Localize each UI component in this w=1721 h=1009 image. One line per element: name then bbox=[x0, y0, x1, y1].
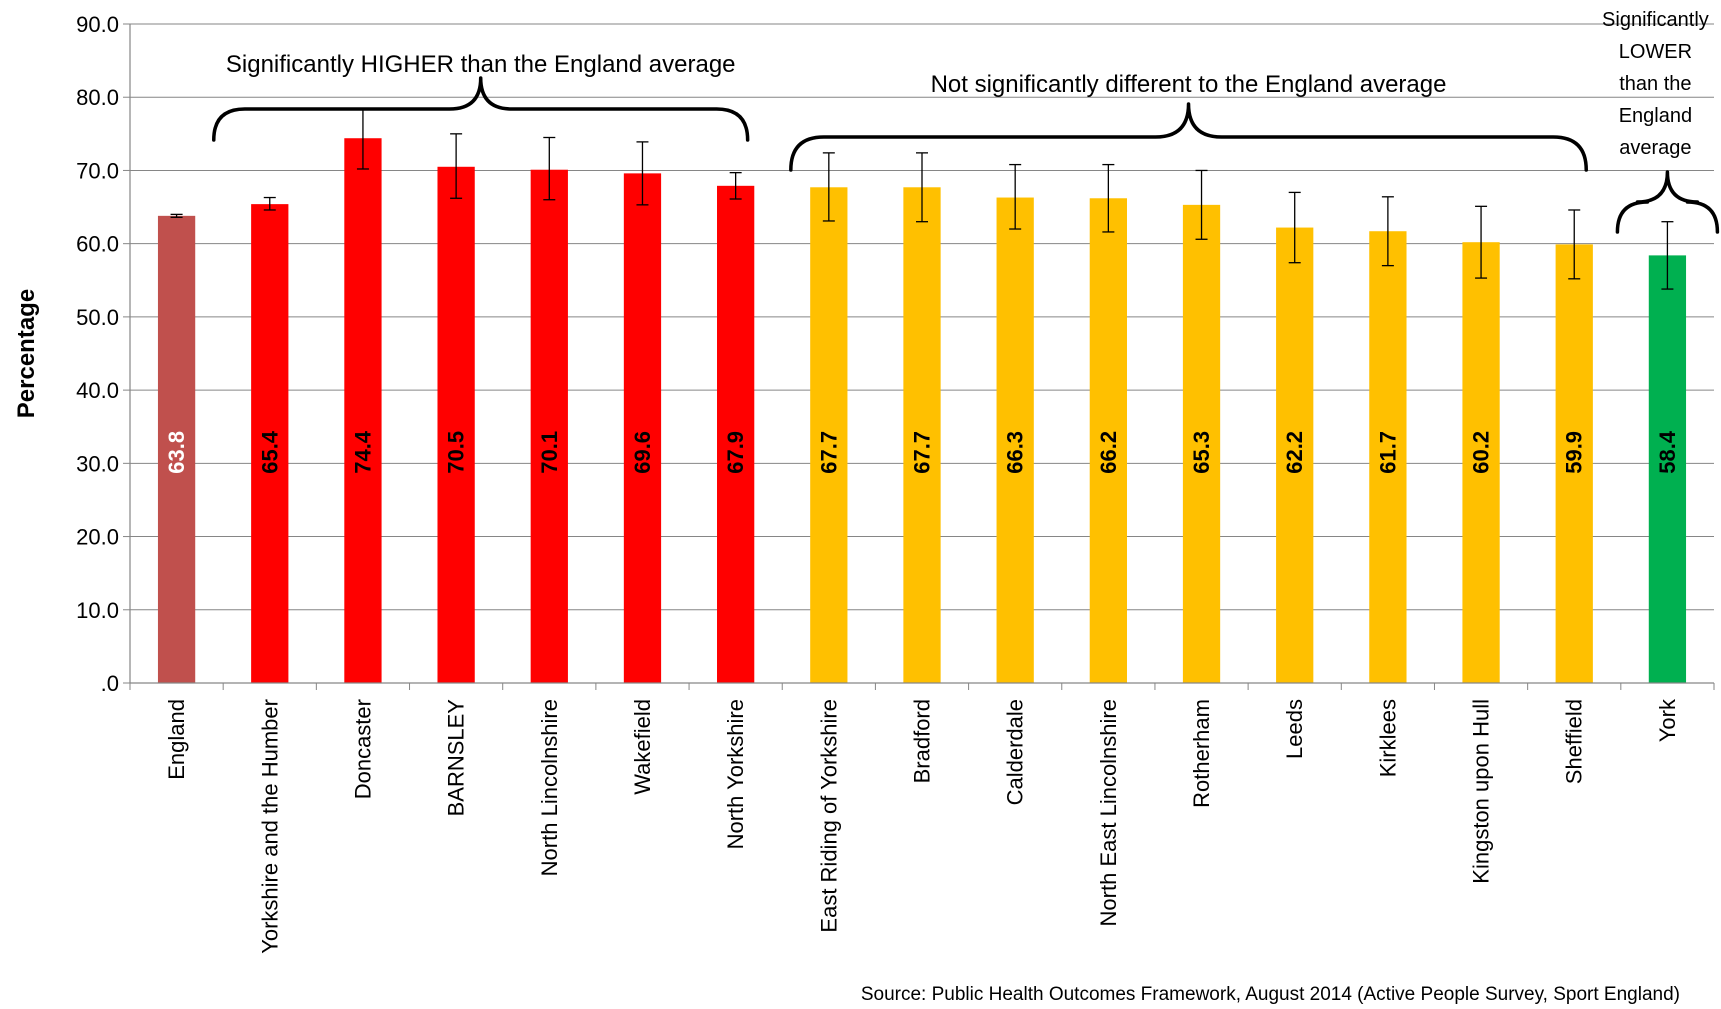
bar bbox=[996, 197, 1034, 683]
annotation-brace bbox=[1615, 170, 1720, 234]
category-label: Kingston upon Hull bbox=[1469, 699, 1494, 884]
category-label: East Riding of Yorkshire bbox=[816, 699, 841, 933]
bar bbox=[1462, 242, 1500, 684]
annotation-group: Not significantly different to the Engla… bbox=[789, 71, 1588, 172]
bar-value-label: 59.9 bbox=[1562, 431, 1587, 474]
bar-value-label: 69.6 bbox=[630, 431, 655, 474]
category-label: Wakefield bbox=[630, 699, 655, 795]
category-label: Sheffield bbox=[1562, 699, 1587, 784]
annotation-brace bbox=[212, 76, 750, 142]
y-tick-label: 40.0 bbox=[76, 378, 119, 403]
category-label: Doncaster bbox=[350, 699, 375, 799]
category-label: Calderdale bbox=[1003, 699, 1028, 805]
y-tick-label: 50.0 bbox=[76, 305, 119, 330]
category-label: Leeds bbox=[1282, 699, 1307, 759]
bar bbox=[810, 187, 848, 683]
annotation-text: average bbox=[1619, 137, 1691, 159]
bar-value-labels: 63.8 65.4 74.4 70.5 70.1 69.6 67.9 67.7 67.7 66.3… bbox=[164, 430, 1680, 474]
bar bbox=[1555, 244, 1593, 683]
bar-value-label: 58.4 bbox=[1655, 430, 1680, 474]
y-axis-label: Percentage bbox=[13, 289, 40, 418]
axes bbox=[129, 24, 1715, 690]
category-label: North Yorkshire bbox=[723, 699, 748, 849]
annotation-text: LOWER bbox=[1619, 41, 1692, 63]
bar bbox=[344, 138, 382, 683]
y-tick-label: .0 bbox=[101, 671, 119, 696]
annotation-text: Significantly HIGHER than the England av… bbox=[226, 51, 736, 78]
bar-value-label: 67.7 bbox=[910, 431, 935, 474]
group-annotations: Significantly HIGHER than the England av… bbox=[212, 9, 1720, 234]
annotation-text: Not significantly different to the Engla… bbox=[931, 71, 1447, 98]
bar bbox=[530, 169, 568, 683]
category-label: England bbox=[164, 699, 189, 780]
bar-value-label: 74.4 bbox=[350, 430, 375, 474]
bar bbox=[1276, 227, 1314, 683]
bar-value-label: 60.2 bbox=[1469, 431, 1494, 474]
y-tick-label: 70.0 bbox=[76, 158, 119, 183]
bar bbox=[1089, 198, 1127, 683]
annotation-brace bbox=[789, 102, 1588, 172]
bar bbox=[717, 185, 755, 683]
annotation-group: Significantly HIGHER than the England av… bbox=[212, 51, 750, 142]
bar-value-label: 67.9 bbox=[723, 431, 748, 474]
category-label: Yorkshire and the Humber bbox=[257, 699, 282, 954]
bar-value-label: 66.3 bbox=[1003, 431, 1028, 474]
y-tick-label: 90.0 bbox=[76, 12, 119, 37]
y-tick-label: 20.0 bbox=[76, 525, 119, 550]
category-label: York bbox=[1655, 698, 1680, 742]
category-label: North East Lincolnshire bbox=[1096, 699, 1121, 926]
bar-value-label: 61.7 bbox=[1375, 431, 1400, 474]
error-bars bbox=[170, 107, 1674, 290]
bar bbox=[1182, 204, 1221, 683]
bars bbox=[157, 138, 1687, 684]
bar-value-label: 65.3 bbox=[1189, 431, 1214, 474]
bar bbox=[157, 215, 196, 683]
y-axis-ticks: .0 10.0 20.0 30.0 40.0 50.0 60.0 70.0 80.0 90.0 bbox=[76, 12, 130, 696]
annotation-text: England bbox=[1619, 105, 1692, 127]
bar-value-label: 67.7 bbox=[816, 431, 841, 474]
bar bbox=[437, 166, 475, 684]
bar-value-label: 65.4 bbox=[257, 430, 282, 474]
category-label: North Lincolnshire bbox=[537, 699, 562, 876]
annotation-group: Significantly LOWER than the England average bbox=[1602, 9, 1720, 234]
source-note: Source: Public Health Outcomes Framework… bbox=[861, 984, 1680, 1005]
y-tick-label: 10.0 bbox=[76, 598, 119, 623]
bar bbox=[251, 204, 289, 684]
category-label: Kirklees bbox=[1375, 699, 1400, 777]
annotation-text: than the bbox=[1619, 73, 1691, 95]
bar-value-label: 66.2 bbox=[1096, 431, 1121, 474]
category-label: BARNSLEY bbox=[444, 699, 469, 817]
bar bbox=[623, 173, 662, 683]
y-tick-label: 80.0 bbox=[76, 85, 119, 110]
annotation-text: Significantly bbox=[1602, 9, 1709, 31]
bar bbox=[1648, 255, 1687, 684]
y-tick-label: 30.0 bbox=[76, 451, 119, 476]
y-tick-label: 60.0 bbox=[76, 232, 119, 257]
bar bbox=[1369, 231, 1407, 684]
bar-value-label: 63.8 bbox=[164, 431, 189, 474]
bar-value-label: 70.1 bbox=[537, 431, 562, 474]
bar bbox=[903, 187, 941, 683]
bar-value-label: 70.5 bbox=[444, 431, 469, 474]
x-axis-category-labels: England Yorkshire and the Humber Doncaster… bbox=[164, 698, 1680, 954]
category-label: Bradford bbox=[910, 699, 935, 783]
category-label: Rotherham bbox=[1189, 699, 1214, 808]
bar-value-label: 62.2 bbox=[1282, 431, 1307, 474]
